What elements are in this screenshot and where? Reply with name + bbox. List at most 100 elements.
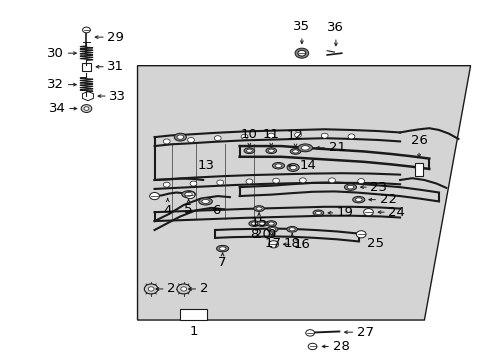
Text: 20: 20 xyxy=(253,228,270,241)
Ellipse shape xyxy=(246,149,252,152)
Bar xyxy=(81,63,91,71)
Ellipse shape xyxy=(248,221,259,226)
Circle shape xyxy=(144,284,158,294)
Circle shape xyxy=(163,139,170,144)
Text: 30: 30 xyxy=(47,47,64,60)
Ellipse shape xyxy=(268,149,274,152)
Text: 1: 1 xyxy=(189,325,197,338)
Circle shape xyxy=(241,134,247,139)
Ellipse shape xyxy=(251,222,257,225)
Text: 15: 15 xyxy=(250,216,267,229)
Ellipse shape xyxy=(265,221,276,226)
Ellipse shape xyxy=(294,48,308,58)
Ellipse shape xyxy=(297,144,312,152)
Text: 5: 5 xyxy=(184,203,192,216)
Text: 10: 10 xyxy=(241,129,257,141)
Circle shape xyxy=(177,284,190,294)
Circle shape xyxy=(82,27,90,33)
Circle shape xyxy=(328,178,335,183)
Circle shape xyxy=(216,180,223,185)
Circle shape xyxy=(297,50,305,56)
Ellipse shape xyxy=(182,191,195,198)
Bar xyxy=(180,309,206,320)
Circle shape xyxy=(307,343,316,350)
Text: 36: 36 xyxy=(327,21,344,34)
Text: 33: 33 xyxy=(109,90,126,103)
Text: 6: 6 xyxy=(211,204,220,217)
Circle shape xyxy=(149,193,159,200)
Ellipse shape xyxy=(292,150,298,153)
Ellipse shape xyxy=(286,163,299,171)
Text: 16: 16 xyxy=(293,238,310,251)
Circle shape xyxy=(357,179,364,184)
Ellipse shape xyxy=(267,226,278,232)
Text: 25: 25 xyxy=(366,237,383,250)
Circle shape xyxy=(294,132,301,138)
Circle shape xyxy=(187,138,194,143)
Ellipse shape xyxy=(256,207,262,210)
Ellipse shape xyxy=(346,185,353,189)
Text: 2: 2 xyxy=(167,283,175,296)
Circle shape xyxy=(81,105,92,112)
Text: 34: 34 xyxy=(49,102,65,115)
Text: 24: 24 xyxy=(387,206,405,219)
Ellipse shape xyxy=(301,146,308,150)
Text: 8: 8 xyxy=(249,228,258,241)
Circle shape xyxy=(181,287,186,291)
Ellipse shape xyxy=(265,148,276,154)
Circle shape xyxy=(185,192,195,199)
Ellipse shape xyxy=(352,197,364,203)
Ellipse shape xyxy=(268,222,274,225)
Polygon shape xyxy=(137,66,469,320)
Ellipse shape xyxy=(298,50,305,56)
Circle shape xyxy=(84,107,89,111)
Text: 14: 14 xyxy=(299,159,316,172)
Circle shape xyxy=(268,241,278,248)
Circle shape xyxy=(272,178,279,183)
Text: 9: 9 xyxy=(266,228,275,241)
Ellipse shape xyxy=(259,222,264,225)
Ellipse shape xyxy=(216,246,228,252)
Text: 27: 27 xyxy=(356,326,373,339)
Text: 26: 26 xyxy=(410,135,427,148)
Ellipse shape xyxy=(256,221,267,226)
Ellipse shape xyxy=(315,211,321,215)
Ellipse shape xyxy=(199,198,212,205)
Circle shape xyxy=(163,182,170,187)
Text: 7: 7 xyxy=(218,256,226,269)
Text: 19: 19 xyxy=(336,206,353,219)
Text: 11: 11 xyxy=(262,129,279,141)
Circle shape xyxy=(305,330,314,336)
Text: 29: 29 xyxy=(107,31,124,44)
Ellipse shape xyxy=(219,247,225,250)
Text: 35: 35 xyxy=(293,20,310,33)
Ellipse shape xyxy=(312,210,323,216)
Ellipse shape xyxy=(244,148,254,154)
Text: 23: 23 xyxy=(370,181,386,194)
Ellipse shape xyxy=(253,206,264,211)
Circle shape xyxy=(321,133,327,138)
Circle shape xyxy=(267,133,274,138)
Circle shape xyxy=(363,208,372,216)
Circle shape xyxy=(347,134,354,139)
Bar xyxy=(414,163,423,176)
Ellipse shape xyxy=(177,135,183,139)
Circle shape xyxy=(299,178,305,183)
Text: 18: 18 xyxy=(283,237,300,250)
Text: 32: 32 xyxy=(47,78,64,91)
Text: 28: 28 xyxy=(332,340,348,353)
Ellipse shape xyxy=(174,133,186,141)
Circle shape xyxy=(214,136,221,141)
Ellipse shape xyxy=(288,228,294,231)
Text: 17: 17 xyxy=(264,237,281,250)
Circle shape xyxy=(245,179,252,184)
Ellipse shape xyxy=(289,165,296,170)
Text: 21: 21 xyxy=(328,141,345,154)
Circle shape xyxy=(356,231,366,238)
Ellipse shape xyxy=(184,192,192,196)
Circle shape xyxy=(148,287,154,291)
Ellipse shape xyxy=(202,199,209,203)
Ellipse shape xyxy=(272,162,284,169)
Circle shape xyxy=(190,181,197,186)
Polygon shape xyxy=(82,91,93,101)
